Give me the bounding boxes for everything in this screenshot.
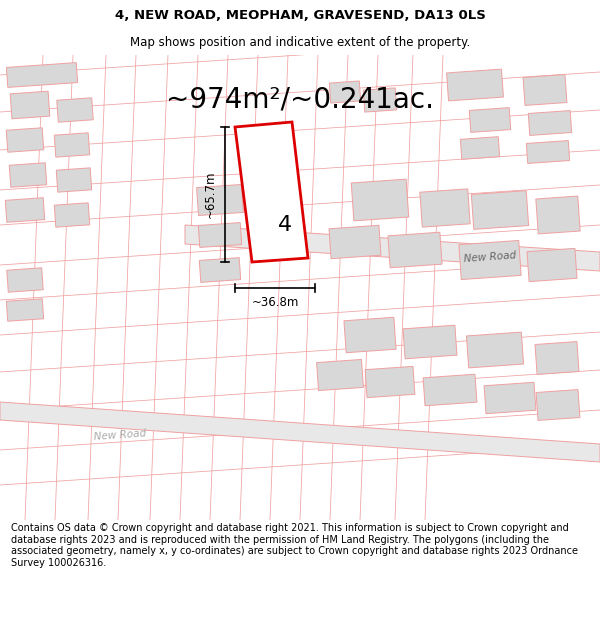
Polygon shape — [56, 168, 92, 192]
Text: ~974m²/~0.241ac.: ~974m²/~0.241ac. — [166, 86, 434, 114]
Text: New Road: New Road — [94, 428, 146, 442]
Polygon shape — [57, 98, 93, 122]
Polygon shape — [197, 184, 244, 216]
Polygon shape — [528, 111, 572, 136]
Polygon shape — [329, 81, 361, 103]
Polygon shape — [423, 374, 477, 406]
Text: 4, NEW ROAD, MEOPHAM, GRAVESEND, DA13 0LS: 4, NEW ROAD, MEOPHAM, GRAVESEND, DA13 0L… — [115, 9, 485, 22]
Polygon shape — [6, 127, 44, 152]
Polygon shape — [459, 241, 521, 279]
Polygon shape — [523, 74, 567, 106]
Polygon shape — [199, 258, 241, 282]
Polygon shape — [460, 137, 500, 159]
Polygon shape — [403, 325, 457, 359]
Text: Map shows position and indicative extent of the property.: Map shows position and indicative extent… — [130, 36, 470, 49]
Polygon shape — [388, 232, 442, 268]
Polygon shape — [536, 196, 580, 234]
Text: Contains OS data © Crown copyright and database right 2021. This information is : Contains OS data © Crown copyright and d… — [11, 523, 578, 568]
Polygon shape — [7, 62, 77, 88]
Text: ~65.7m: ~65.7m — [204, 171, 217, 218]
Polygon shape — [527, 248, 577, 282]
Polygon shape — [5, 198, 45, 222]
Polygon shape — [185, 225, 600, 271]
Polygon shape — [446, 69, 503, 101]
Polygon shape — [54, 203, 90, 227]
Polygon shape — [466, 332, 524, 368]
Polygon shape — [7, 268, 43, 292]
Polygon shape — [472, 191, 529, 229]
Polygon shape — [344, 318, 396, 352]
Polygon shape — [363, 88, 397, 112]
Polygon shape — [7, 299, 44, 321]
Text: 4: 4 — [278, 215, 292, 235]
Polygon shape — [535, 342, 579, 374]
Polygon shape — [0, 402, 600, 462]
Polygon shape — [235, 122, 308, 262]
Polygon shape — [329, 225, 381, 259]
Polygon shape — [484, 382, 536, 414]
Polygon shape — [9, 162, 47, 188]
Polygon shape — [351, 179, 409, 221]
Polygon shape — [536, 389, 580, 421]
Polygon shape — [317, 359, 364, 391]
Polygon shape — [365, 366, 415, 398]
Text: New Road: New Road — [463, 250, 517, 264]
Polygon shape — [526, 141, 569, 164]
Polygon shape — [198, 222, 242, 248]
Polygon shape — [10, 91, 50, 119]
Polygon shape — [54, 133, 90, 157]
Text: ~36.8m: ~36.8m — [251, 296, 299, 309]
Polygon shape — [420, 189, 470, 227]
Polygon shape — [469, 107, 511, 132]
